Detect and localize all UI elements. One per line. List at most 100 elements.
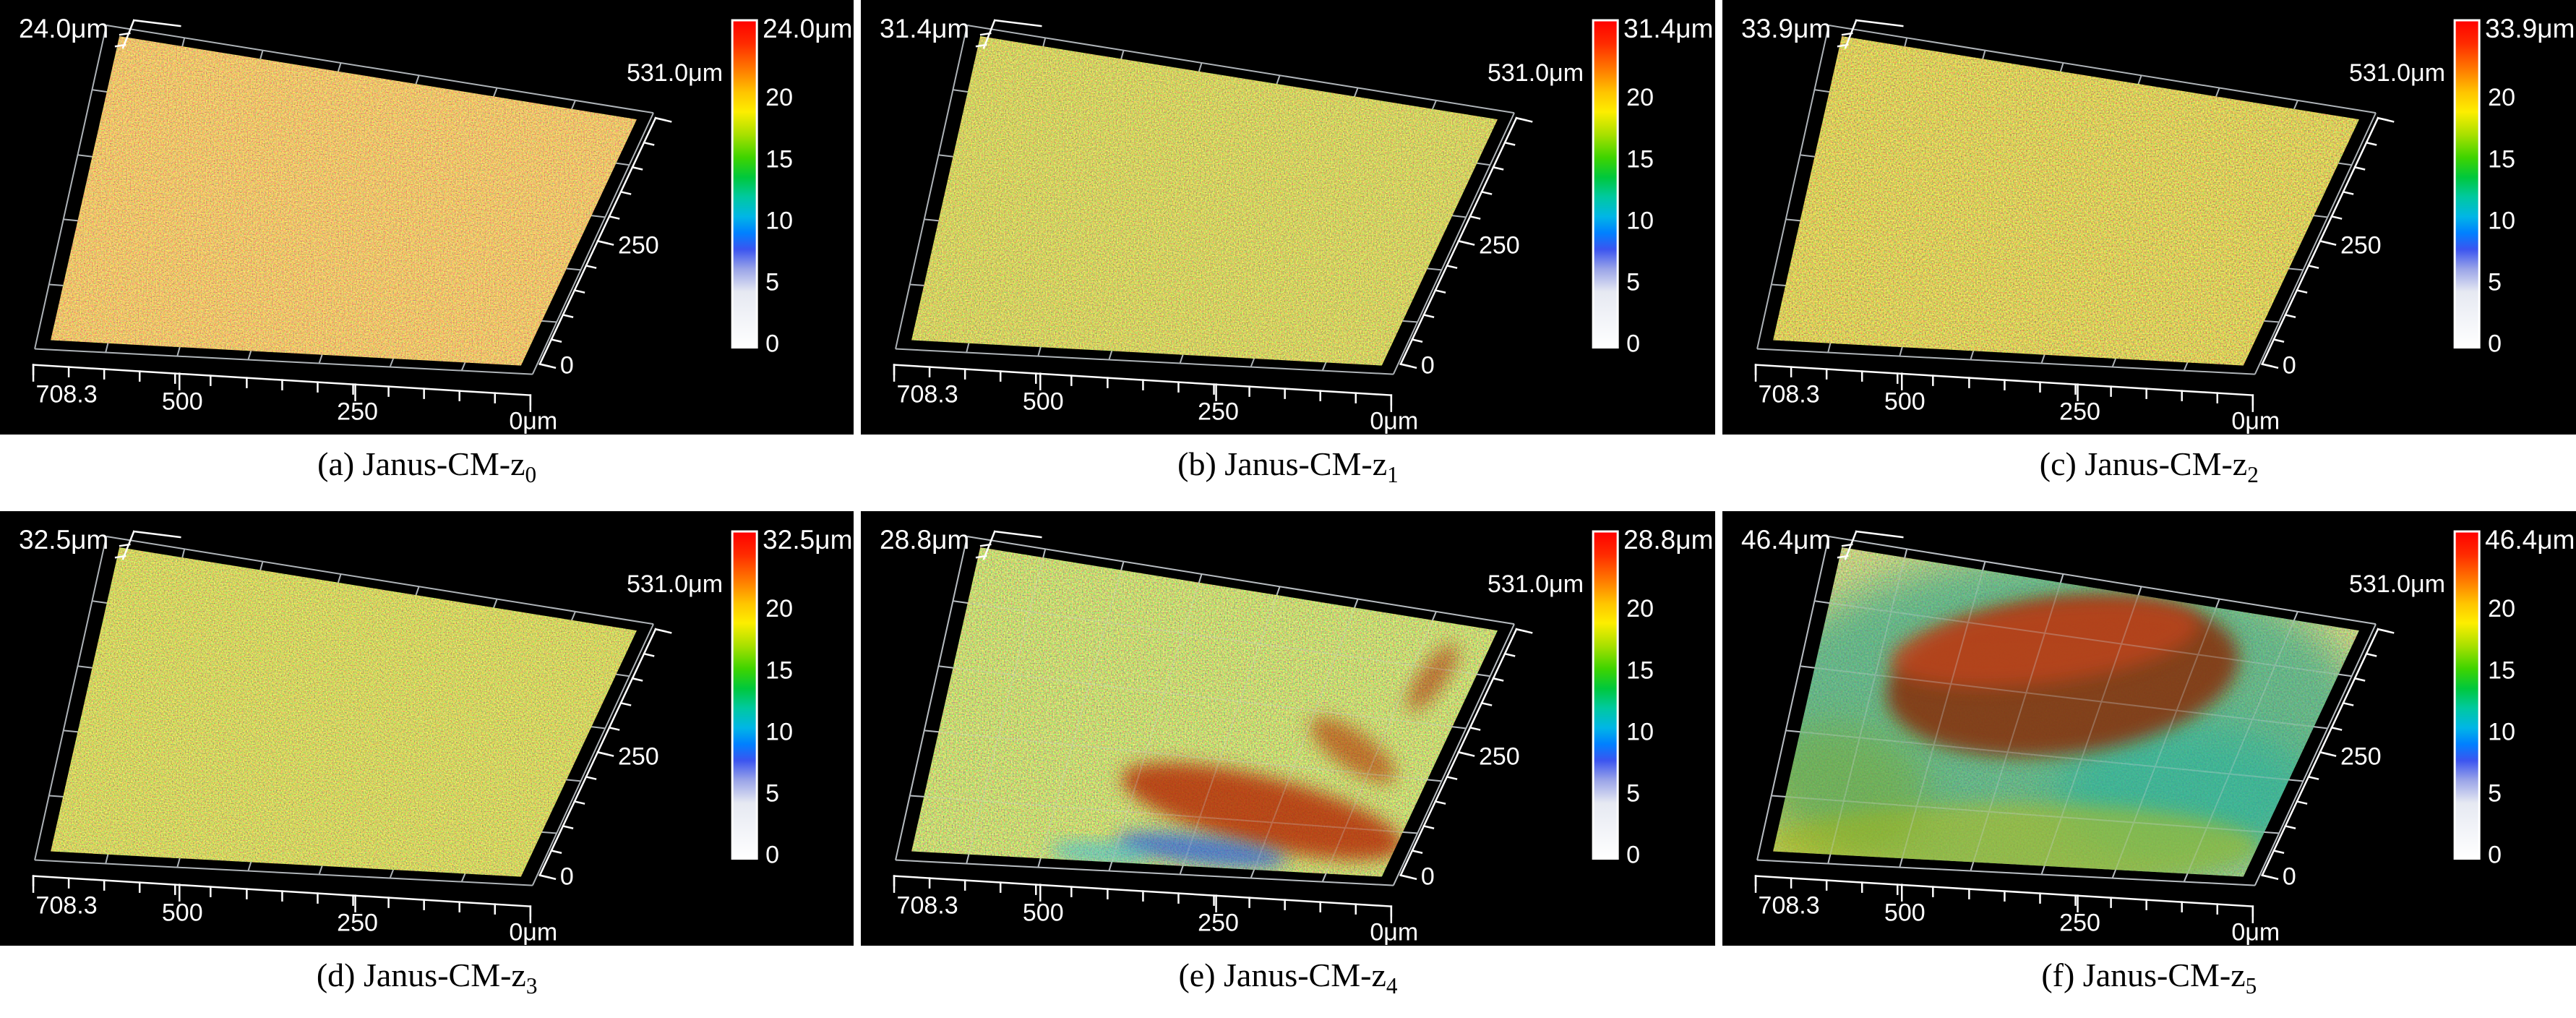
y-axis-min-label: 0 bbox=[2283, 863, 2296, 890]
z-max-label: 24.0μm bbox=[19, 13, 108, 43]
colorbar-tick-label: 10 bbox=[1627, 718, 1654, 745]
x-tick-label: 250 bbox=[2059, 910, 2100, 937]
colorbar bbox=[2453, 530, 2481, 860]
colorbar-tick-label: 0 bbox=[1627, 841, 1641, 868]
colorbar-tick-label: 15 bbox=[1627, 656, 1654, 684]
caption-subscript: 3 bbox=[525, 972, 538, 998]
y-axis-min-label: 0 bbox=[560, 352, 574, 380]
colorbar-max-label: 33.9μm bbox=[2485, 13, 2575, 43]
colorbar-tick-label: 0 bbox=[1627, 330, 1641, 358]
colorbar-max-label: 31.4μm bbox=[1624, 13, 1714, 43]
x-tick-label: 500 bbox=[1023, 899, 1064, 926]
caption-text: (d) Janus-CM-z bbox=[316, 956, 526, 993]
colorbar-tick-label: 20 bbox=[2488, 84, 2515, 111]
y-axis-mid-label: 250 bbox=[1479, 743, 1520, 770]
x-tick-label: 0μm bbox=[509, 408, 557, 435]
x-tick-label: 708.3 bbox=[1758, 381, 1819, 409]
panel-caption: (a) Janus-CM-z0 bbox=[0, 435, 854, 507]
y-axis-min-label: 0 bbox=[560, 863, 574, 890]
colorbar-tick-label: 10 bbox=[1627, 207, 1654, 234]
colorbar-tick-label: 5 bbox=[765, 779, 779, 807]
caption-text: (c) Janus-CM-z bbox=[2039, 445, 2248, 482]
z-max-label: 33.9μm bbox=[1741, 13, 1831, 43]
x-tick-label: 500 bbox=[162, 899, 203, 926]
panel-e: 28.8μm 531.0μm 250 0 708.3 500 250 0μm 2… bbox=[861, 510, 1715, 1018]
y-axis-mid-label: 250 bbox=[2340, 231, 2382, 259]
colorbar-tick-label: 15 bbox=[765, 145, 793, 173]
panel-caption: (c) Janus-CM-z2 bbox=[1722, 435, 2576, 507]
x-tick-label: 250 bbox=[1198, 398, 1240, 426]
y-axis-max-label: 531.0μm bbox=[2349, 570, 2445, 598]
y-axis-max-label: 531.0μm bbox=[1487, 570, 1584, 598]
surface-plot: 28.8μm 531.0μm 250 0 708.3 500 250 0μm 2… bbox=[861, 510, 1715, 946]
colorbar-tick-label: 0 bbox=[765, 330, 779, 358]
colorbar-tick-label: 5 bbox=[1627, 779, 1641, 807]
colorbar-tick-label: 15 bbox=[2488, 656, 2515, 684]
colorbar-tick-label: 5 bbox=[2488, 779, 2502, 807]
y-axis-mid-label: 250 bbox=[2340, 743, 2382, 770]
x-tick-label: 250 bbox=[1198, 910, 1240, 937]
x-tick-label: 500 bbox=[1023, 388, 1064, 416]
colorbar bbox=[731, 530, 758, 860]
caption-text: (e) Janus-CM-z bbox=[1178, 956, 1386, 993]
y-axis-min-label: 0 bbox=[1421, 863, 1435, 890]
x-tick-label: 0μm bbox=[1370, 919, 1419, 946]
x-tick-label: 500 bbox=[1884, 899, 1925, 926]
surface-plot: 24.0μm 531.0μm 250 0 708.3 500 250 0μm 2… bbox=[0, 0, 854, 435]
colorbar-tick-label: 20 bbox=[2488, 595, 2515, 623]
x-tick-label: 250 bbox=[337, 910, 378, 937]
colorbar-tick-label: 10 bbox=[2488, 207, 2515, 234]
panel-caption: (e) Janus-CM-z4 bbox=[861, 946, 1714, 1018]
x-tick-label: 250 bbox=[2059, 398, 2100, 426]
caption-subscript: 0 bbox=[525, 461, 537, 487]
y-axis-max-label: 531.0μm bbox=[2349, 59, 2445, 87]
colorbar-tick-label: 0 bbox=[2488, 330, 2502, 358]
x-tick-label: 500 bbox=[162, 388, 203, 416]
panel-d: 32.5μm 531.0μm 250 0 708.3 500 250 0μm 3… bbox=[0, 510, 854, 1018]
z-max-label: 28.8μm bbox=[880, 524, 969, 555]
panel-caption: (f) Janus-CM-z5 bbox=[1722, 946, 2576, 1018]
x-tick-label: 0μm bbox=[2231, 408, 2280, 435]
colorbar-tick-label: 10 bbox=[2488, 718, 2515, 745]
surface-plot: 33.9μm 531.0μm 250 0 708.3 500 250 0μm 3… bbox=[1722, 0, 2576, 435]
y-axis-mid-label: 250 bbox=[618, 743, 659, 770]
colorbar-max-label: 24.0μm bbox=[763, 13, 852, 43]
panel-caption: (d) Janus-CM-z3 bbox=[0, 946, 854, 1018]
panel-f: 46.4μm 531.0μm 250 0 708.3 500 250 0μm 4… bbox=[1722, 510, 2576, 1018]
caption-text: (b) Janus-CM-z bbox=[1177, 445, 1388, 482]
caption-text: (f) Janus-CM-z bbox=[2041, 956, 2246, 993]
caption-subscript: 4 bbox=[1386, 972, 1398, 998]
y-axis-max-label: 531.0μm bbox=[1487, 59, 1584, 87]
x-tick-label: 708.3 bbox=[897, 381, 958, 409]
colorbar-tick-label: 15 bbox=[1627, 145, 1654, 173]
colorbar-tick-label: 10 bbox=[765, 718, 793, 745]
colorbar bbox=[731, 19, 758, 349]
colorbar-tick-label: 5 bbox=[1627, 268, 1641, 296]
y-axis-min-label: 0 bbox=[2283, 352, 2296, 380]
colorbar-tick-label: 15 bbox=[765, 656, 793, 684]
surface-features bbox=[1049, 643, 1459, 868]
caption-subscript: 1 bbox=[1387, 461, 1399, 487]
colorbar-tick-label: 20 bbox=[1627, 84, 1654, 111]
colorbar-tick-label: 20 bbox=[765, 84, 793, 111]
y-axis-mid-label: 250 bbox=[618, 231, 659, 259]
x-tick-label: 0μm bbox=[1370, 408, 1419, 435]
x-tick-label: 0μm bbox=[2231, 919, 2280, 946]
panel-b: 31.4μm 531.0μm 250 0 708.3 500 250 0μm 3… bbox=[861, 0, 1715, 507]
colorbar-max-label: 28.8μm bbox=[1624, 524, 1714, 555]
z-max-label: 46.4μm bbox=[1741, 524, 1831, 555]
x-tick-label: 250 bbox=[337, 398, 378, 426]
x-tick-label: 0μm bbox=[509, 919, 557, 946]
x-tick-label: 708.3 bbox=[897, 891, 958, 919]
colorbar bbox=[2453, 19, 2481, 349]
surface-plot: 46.4μm 531.0μm 250 0 708.3 500 250 0μm 4… bbox=[1722, 510, 2576, 946]
colorbar-tick-label: 5 bbox=[765, 268, 779, 296]
colorbar bbox=[1592, 530, 1620, 860]
z-max-label: 31.4μm bbox=[880, 13, 969, 43]
x-tick-label: 708.3 bbox=[1758, 891, 1819, 919]
panel-caption: (b) Janus-CM-z1 bbox=[861, 435, 1714, 507]
panel-a: 24.0μm 531.0μm 250 0 708.3 500 250 0μm 2… bbox=[0, 0, 854, 507]
y-axis-mid-label: 250 bbox=[1479, 231, 1520, 259]
x-tick-label: 708.3 bbox=[36, 381, 98, 409]
